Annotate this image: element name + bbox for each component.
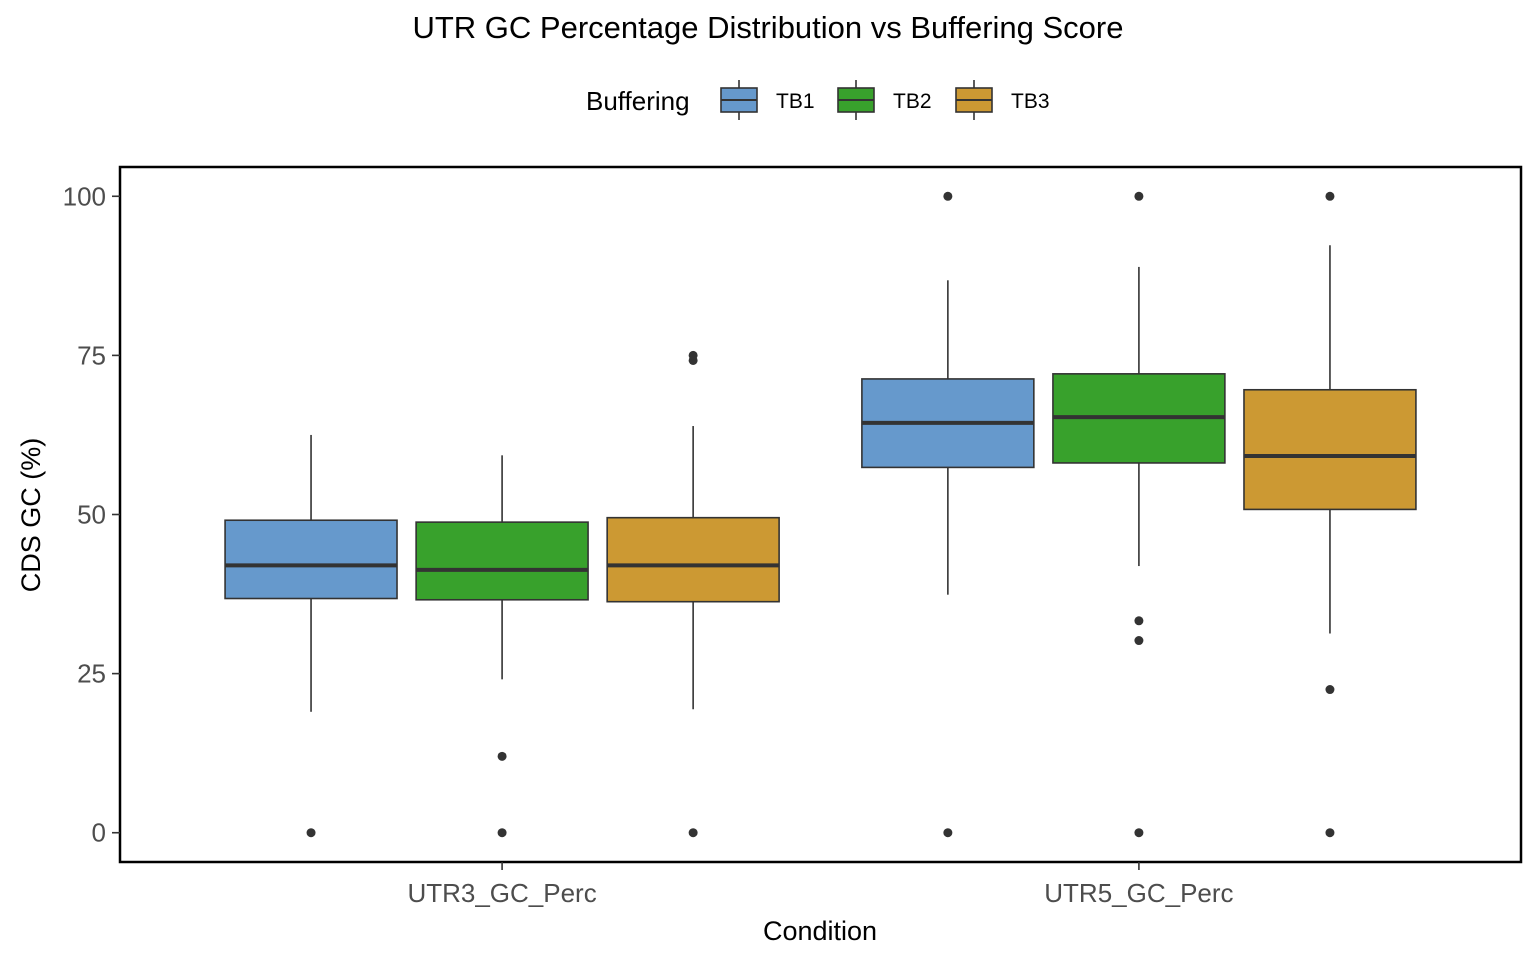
legend-key-tb3 — [955, 80, 993, 120]
outlier-point-tb2-utr3-gc-perc-1 — [497, 751, 507, 761]
outlier-point-tb1-utr5-gc-perc-1 — [943, 191, 953, 201]
outlier-point-tb3-utr5-gc-perc-0 — [1325, 828, 1335, 838]
y-tick-label-0: 0 — [92, 818, 106, 848]
x-axis-title: Condition — [763, 916, 877, 946]
y-tick-label-100: 100 — [63, 181, 106, 211]
outlier-point-tb2-utr5-gc-perc-0 — [1134, 828, 1144, 838]
outlier-point-tb2-utr5-gc-perc-1 — [1134, 636, 1144, 646]
outlier-point-tb2-utr3-gc-perc-0 — [497, 828, 507, 838]
box-tb1-utr5-gc-perc — [861, 191, 1035, 838]
iqr-box-tb1-utr3-gc-perc — [224, 519, 398, 600]
y-tick-label-50: 50 — [77, 500, 106, 530]
x-tick-label-0: UTR3_GC_Perc — [407, 878, 596, 908]
legend: Buffering TB1 TB2 TB3 — [0, 80, 1536, 120]
y-axis-title: CDS GC (%) — [16, 438, 46, 593]
x-tick-label-1: UTR5_GC_Perc — [1044, 878, 1233, 908]
axis-layer: 0 25 50 75 100 UTR3_GC_Perc UTR5_GC_Perc — [63, 181, 1234, 908]
outlier-point-tb3-utr3-gc-perc-0 — [688, 828, 698, 838]
box-tb3-utr3-gc-perc — [606, 350, 780, 838]
box-tb2-utr5-gc-perc — [1052, 191, 1226, 838]
y-tick-label-25: 25 — [77, 659, 106, 689]
box-tb3-utr5-gc-perc — [1243, 191, 1417, 838]
outlier-point-tb1-utr5-gc-perc-0 — [943, 828, 953, 838]
iqr-box-tb3-utr5-gc-perc — [1243, 388, 1417, 511]
iqr-box-tb3-utr3-gc-perc — [606, 516, 780, 603]
outlier-point-tb1-utr3-gc-perc-0 — [306, 828, 316, 838]
legend-key-tb2 — [837, 80, 875, 120]
outlier-point-tb2-utr5-gc-perc-3 — [1134, 191, 1144, 201]
legend-key-tb1 — [720, 80, 758, 120]
legend-label-tb1: TB1 — [776, 90, 815, 113]
boxes-layer — [224, 191, 1417, 838]
legend-label-tb2: TB2 — [893, 90, 932, 113]
outlier-point-tb3-utr5-gc-perc-1 — [1325, 685, 1335, 695]
panel-border — [118, 165, 1523, 864]
box-tb2-utr3-gc-perc — [415, 455, 589, 838]
legend-label-tb3: TB3 — [1011, 90, 1050, 113]
y-tick-label-75: 75 — [77, 340, 106, 370]
outlier-point-tb3-utr5-gc-perc-2 — [1325, 191, 1335, 201]
box-tb1-utr3-gc-perc — [224, 434, 398, 838]
iqr-box-tb2-utr3-gc-perc — [415, 521, 589, 601]
chart-title: UTR GC Percentage Distribution vs Buffer… — [412, 10, 1124, 45]
outlier-point-tb3-utr3-gc-perc-2 — [688, 350, 698, 360]
legend-title: Buffering — [586, 86, 690, 116]
outlier-point-tb2-utr5-gc-perc-2 — [1134, 616, 1144, 626]
